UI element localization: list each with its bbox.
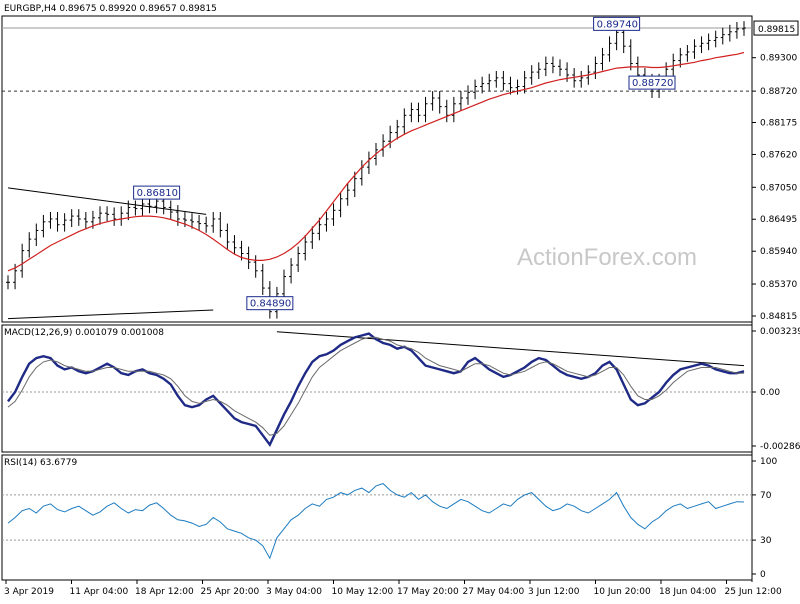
x-tick-label: 27 May 04:00	[463, 587, 525, 597]
price-tick-label: 0.89300	[760, 54, 797, 64]
ohlc-low: 0.89657	[139, 4, 177, 14]
x-tick-label: 10 Jun 20:00	[594, 587, 651, 597]
price-annotation-box	[593, 16, 641, 31]
chart-header: EURGBP,H4 0.89675 0.89920 0.89657 0.8981…	[4, 4, 217, 14]
ohlc-close: 0.89815	[179, 4, 217, 14]
price-annotation-label: 0.86810	[137, 188, 178, 199]
rsi-tick-label: 30	[760, 536, 772, 546]
x-tick-label: 17 May 20:00	[397, 587, 459, 597]
watermark: ActionForex.com	[517, 244, 697, 271]
rsi-tick-label: 70	[760, 491, 772, 501]
price-moving-average-line	[7, 51, 745, 272]
macd-tick-label: -0.002868	[760, 442, 800, 452]
macd-tick-label: 0.003239	[760, 327, 800, 337]
symbol-label: EURGBP,H4	[4, 4, 57, 14]
rsi-tick-label: 100	[760, 457, 777, 467]
price-annotation-box	[246, 296, 294, 311]
price-tick-label: 0.85370	[760, 280, 797, 290]
ohlc-open: 0.89675	[59, 4, 97, 14]
price-tick-label: 0.88175	[760, 118, 797, 128]
x-tick-label: 18 Jun 04:00	[659, 587, 716, 597]
macd-pane-frame	[1, 324, 753, 453]
price-tick-label: 0.84815	[760, 312, 797, 322]
rsi-pane-frame	[1, 454, 753, 581]
x-tick-label: 25 Apr 20:00	[201, 587, 260, 597]
price-trendline	[7, 309, 214, 320]
price-tick-label: 0.85940	[760, 247, 797, 257]
price-annotation-label: 0.88720	[632, 78, 673, 89]
macd-line	[7, 332, 745, 448]
price-tick-label: 0.87050	[760, 183, 797, 193]
macd-tick-label: 0.00	[760, 388, 780, 398]
price-annotation-box	[628, 75, 676, 90]
x-tick-label: 10 May 12:00	[332, 587, 394, 597]
x-tick-label: 25 Jun 12:00	[725, 587, 782, 597]
price-pane-frame	[1, 15, 753, 323]
x-tick-label: 11 Apr 04:00	[70, 587, 129, 597]
rsi-line	[7, 483, 745, 560]
price-annotation-label: 0.89740	[597, 19, 638, 30]
price-trendline	[7, 187, 207, 215]
price-tick-label: 0.87620	[760, 150, 797, 160]
macd-title: MACD(12,26,9) 0.001079 0.001008	[4, 328, 164, 338]
macd-signal-line	[7, 336, 744, 436]
macd-trendline	[276, 331, 745, 367]
price-annotation-label: 0.84890	[250, 299, 291, 310]
price-annotation-box	[133, 185, 181, 200]
x-tick-label: 3 Jun 12:00	[528, 587, 580, 597]
x-tick-label: 3 May 04:00	[266, 587, 322, 597]
price-tick-label: 0.86495	[760, 215, 797, 225]
last-price-box	[753, 20, 799, 36]
ohlc-high: 0.89920	[99, 4, 137, 14]
rsi-tick-label: 0	[760, 570, 766, 580]
x-tick-label: 18 Apr 12:00	[135, 587, 194, 597]
last-price-label: 0.89815	[758, 25, 795, 35]
price-tick-label: 0.88720	[760, 87, 797, 97]
rsi-title: RSI(14) 63.6779	[4, 458, 78, 468]
x-tick-label: 3 Apr 2019	[4, 587, 54, 597]
